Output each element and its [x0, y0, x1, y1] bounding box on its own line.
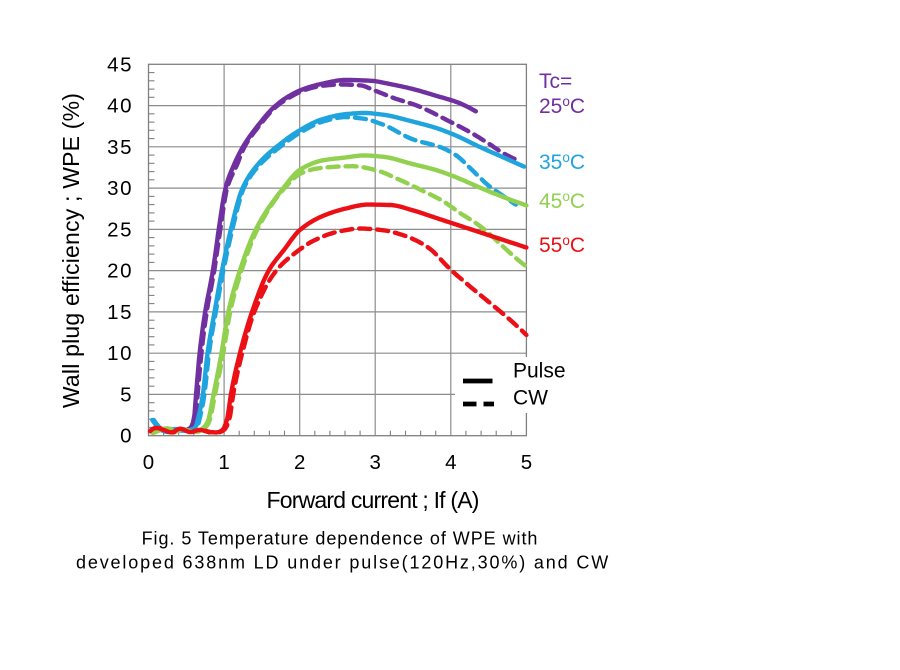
svg-text:4: 4	[445, 451, 456, 474]
svg-text:35: 35	[107, 136, 133, 159]
svg-text:55oC: 55oC	[539, 233, 585, 257]
svg-text:Pulse: Pulse	[513, 360, 566, 383]
svg-text:45oC: 45oC	[539, 189, 585, 213]
svg-text:5: 5	[120, 383, 133, 406]
svg-text:Fig. 5 Temperature dependence: Fig. 5 Temperature dependence of WPE wit…	[142, 529, 539, 549]
svg-text:25oC: 25oC	[539, 94, 585, 118]
svg-text:3: 3	[369, 451, 380, 474]
svg-text:1: 1	[218, 451, 229, 474]
svg-text:20: 20	[107, 260, 133, 283]
svg-text:35oC: 35oC	[539, 150, 585, 174]
svg-text:30: 30	[107, 177, 133, 200]
svg-text:0: 0	[143, 451, 154, 474]
svg-text:10: 10	[107, 342, 133, 365]
svg-text:0: 0	[120, 425, 133, 448]
svg-text:25: 25	[107, 218, 133, 241]
svg-text:CW: CW	[513, 387, 548, 410]
svg-text:15: 15	[107, 301, 133, 324]
svg-text:Wall plug efficiency ; WPE (%): Wall plug efficiency ; WPE (%)	[58, 93, 84, 408]
svg-text:40: 40	[107, 95, 133, 118]
svg-text:Forward current ; If (A): Forward current ; If (A)	[267, 487, 479, 513]
svg-text:2: 2	[294, 451, 305, 474]
svg-text:Tc=: Tc=	[539, 70, 572, 93]
svg-text:developed 638nm LD under pulse: developed 638nm LD under pulse(120Hz,30%…	[76, 553, 610, 573]
svg-text:45: 45	[107, 53, 133, 76]
svg-text:5: 5	[521, 451, 532, 474]
